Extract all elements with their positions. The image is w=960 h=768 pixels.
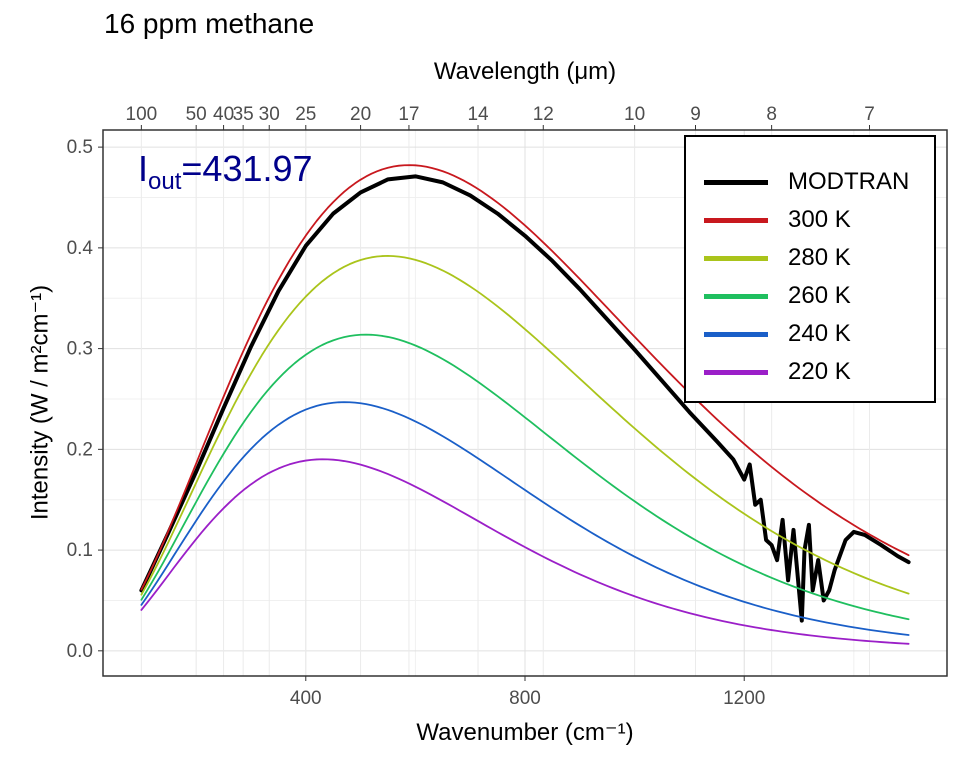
legend-swatch-modtran xyxy=(704,179,768,185)
annotation-equals: = xyxy=(181,148,203,189)
legend-label-260k: 260 K xyxy=(788,282,851,309)
legend-item-300k: 300 K xyxy=(704,205,851,235)
series-line-220-k xyxy=(140,458,910,645)
top-tick-label: 10 xyxy=(624,104,645,125)
legend-label-300k: 300 K xyxy=(788,206,851,233)
legend-swatch-260k xyxy=(704,293,768,299)
y-tick-label: 0.3 xyxy=(67,339,93,360)
top-tick-label: 40 xyxy=(213,104,234,125)
x-tick-label: 1200 xyxy=(723,688,765,709)
series-line-240-k xyxy=(140,401,910,636)
legend-swatch-280k xyxy=(704,255,768,261)
legend-swatch-300k xyxy=(704,217,768,223)
series-line-280-k xyxy=(140,255,910,596)
top-tick-label: 50 xyxy=(186,104,207,125)
top-tick-label: 7 xyxy=(864,104,875,125)
top-tick-label: 9 xyxy=(690,104,701,125)
top-tick-label: 14 xyxy=(467,104,489,125)
y-tick-label: 0.0 xyxy=(67,641,93,662)
legend-item-280k: 280 K xyxy=(704,243,851,273)
top-tick-label: 20 xyxy=(350,104,371,125)
y-tick-label: 0.5 xyxy=(67,137,93,158)
x-axis-title: Wavenumber (cm⁻¹) xyxy=(416,719,634,746)
x-tick-label: 400 xyxy=(290,688,322,709)
legend-label-220k: 220 K xyxy=(788,358,851,385)
legend-item-240k: 240 K xyxy=(704,319,851,349)
x-tick-label: 800 xyxy=(509,688,541,709)
y-axis-title: Intensity (W / m²cm⁻¹) xyxy=(26,284,54,521)
annotation-value: 431.97 xyxy=(202,148,313,189)
top-axis-title: Wavelength (μm) xyxy=(433,58,617,85)
legend-swatch-220k xyxy=(704,369,768,375)
top-tick-label: 30 xyxy=(259,104,280,125)
top-tick-label: 12 xyxy=(533,104,554,125)
top-tick-label: 100 xyxy=(126,104,158,125)
y-tick-label: 0.1 xyxy=(67,540,93,561)
top-tick-label: 25 xyxy=(295,104,316,125)
legend-item-modtran: MODTRAN xyxy=(704,167,909,197)
intensity-out-annotation: Iout=431.97 xyxy=(138,148,313,196)
series-line-300-k xyxy=(140,164,910,591)
y-tick-label: 0.4 xyxy=(67,238,94,259)
top-tick-label: 17 xyxy=(398,104,419,125)
legend-label-280k: 280 K xyxy=(788,244,851,271)
legend: MODTRAN 300 K 280 K 260 K 240 K 220 K xyxy=(684,135,936,403)
legend-label-240k: 240 K xyxy=(788,320,851,347)
top-tick-label: 35 xyxy=(233,104,254,125)
annotation-symbol: I xyxy=(138,148,149,189)
legend-label-modtran: MODTRAN xyxy=(788,168,910,195)
y-tick-label: 0.2 xyxy=(67,439,93,460)
series-line-260-k xyxy=(140,333,910,621)
series-layer xyxy=(139,164,911,645)
legend-item-260k: 260 K xyxy=(704,281,851,311)
chart-title: 16 ppm methane xyxy=(104,8,315,39)
top-tick-label: 8 xyxy=(766,104,777,125)
annotation-subscript: out xyxy=(148,168,182,196)
series-line-modtran xyxy=(139,174,911,623)
legend-swatch-240k xyxy=(704,331,768,337)
legend-item-220k: 220 K xyxy=(704,357,851,387)
